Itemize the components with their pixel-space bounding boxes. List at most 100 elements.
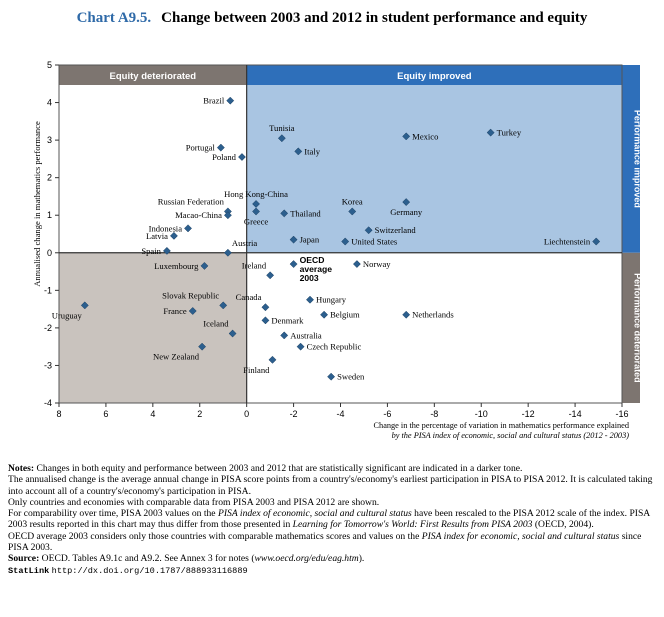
source-line: Source: OECD. Tables A9.1c and A9.2. See… (8, 553, 658, 564)
notes-block: Notes: Changes in both equity and perfor… (8, 463, 658, 577)
point-austria (223, 248, 232, 257)
point-label-slovak-republic: Slovak Republic (162, 290, 219, 300)
point-hungary (306, 295, 314, 304)
x-tick-label: -16 (615, 409, 628, 419)
y-tick-label: 1 (47, 210, 52, 220)
x-tick-label: -8 (430, 409, 438, 419)
performance-improved-label: Performance improved (633, 110, 643, 208)
point-korea (348, 207, 357, 216)
point-label-denmark: Denmark (271, 315, 304, 325)
point-ireland (266, 271, 275, 280)
point-label-liechtenstein: Liechtenstein (544, 237, 591, 247)
point-portugal (216, 143, 225, 152)
notes-4b: PISA index of economic, social and cultu… (217, 508, 412, 520)
point-thailand (280, 209, 289, 218)
point-netherlands (402, 310, 411, 319)
point-label-mexico: Mexico (412, 131, 438, 141)
point-luxembourg (200, 261, 209, 270)
point-macao-china (223, 211, 232, 220)
y-tick-label: 0 (47, 248, 52, 258)
point-label-indonesia: Indonesia (149, 223, 183, 233)
notes-text-1: Changes in both equity and performance b… (34, 463, 523, 474)
performance-deteriorated-label: Performance deteriorated (633, 273, 643, 383)
point-label-hungary: Hungary (316, 295, 347, 305)
y-tick-label: 2 (47, 173, 52, 183)
point-label-poland: Poland (212, 152, 237, 162)
point-belgium (320, 310, 329, 319)
point-label-ireland: Ireland (242, 260, 267, 270)
point-norway (352, 260, 361, 268)
y-tick-label: 5 (47, 60, 52, 70)
point-greece (252, 207, 261, 216)
y-tick-label: -1 (44, 285, 52, 295)
y-axis-label: Annualised change in mathematics perform… (32, 121, 42, 287)
notes-line-2: The annualised change is the average ann… (8, 474, 653, 497)
notes-5b: PISA index for economic, social and cult… (421, 530, 620, 542)
point-united-states (341, 237, 350, 246)
statlink-line: StatLink http://dx.doi.org/10.1787/88893… (8, 565, 658, 577)
point-label-germany: Germany (390, 207, 423, 217)
point-latvia (169, 231, 178, 240)
notes-label: Notes: (8, 463, 35, 474)
point-label-brazil: Brazil (203, 96, 225, 106)
y-tick-label: -4 (44, 398, 52, 408)
point-label-oecd-average-2003-0: OECD (300, 255, 325, 265)
x-tick-label: 8 (56, 409, 61, 419)
y-tick-label: 3 (47, 135, 52, 145)
point-new-zealand (198, 342, 207, 351)
point-poland (238, 153, 246, 161)
notes-5c: since PISA 2003. (8, 530, 642, 554)
point-finland (268, 355, 277, 364)
quadrant-improved-improved (246, 65, 622, 253)
notes-line-4: For comparability over time, PISA 2003 v… (8, 508, 658, 531)
x-tick-label: -4 (336, 409, 344, 419)
side-performance-deteriorated (622, 252, 640, 403)
point-label-oecd-average-2003-1: average (300, 264, 333, 274)
x-tick-label: 2 (197, 409, 202, 419)
point-turkey (486, 128, 495, 137)
point-label-czech-republic: Czech Republic (307, 342, 362, 352)
point-label-spain: Spain (141, 246, 161, 256)
point-denmark (261, 316, 270, 325)
point-slovak-republic (219, 301, 228, 310)
equity-improved-label: Equity improved (397, 71, 472, 82)
x-tick-label: -12 (522, 409, 535, 419)
point-label-united-states: United States (351, 237, 398, 247)
x-tick-label: 6 (103, 409, 108, 419)
point-uruguay (80, 301, 89, 310)
x-tick-label: 4 (150, 409, 155, 419)
point-label-russian-federation: Russian Federation (158, 196, 225, 206)
notes-4a: For comparability over time, PISA 2003 v… (8, 508, 218, 520)
statlink-label: StatLink (8, 565, 50, 576)
point-label-belgium: Belgium (330, 310, 360, 320)
notes-5a: OECD average 2003 considers only those c… (8, 530, 422, 542)
point-tunisia (277, 134, 286, 143)
x-axis-label-line-1: Change in the percentage of variation in… (374, 421, 630, 430)
point-label-canada: Canada (236, 292, 262, 302)
point-label-sweden: Sweden (337, 372, 365, 382)
point-germany (402, 198, 411, 207)
point-italy (294, 147, 303, 156)
notes-4c: have been rescaled to the PISA 2012 scal… (8, 508, 650, 531)
point-iceland (228, 329, 237, 338)
point-label-turkey: Turkey (497, 128, 522, 138)
chart-title-text: Change between 2003 and 2012 in student … (161, 10, 588, 26)
point-label-austria: Austria (232, 238, 257, 248)
point-spain (162, 246, 171, 255)
quadrant-deteriorated-deteriorated (59, 252, 247, 403)
point-label-luxembourg: Luxembourg (154, 261, 199, 271)
equity-deteriorated-label: Equity deteriorated (110, 71, 197, 82)
side-performance-improved (622, 65, 640, 253)
point-oecd-average-2003 (289, 260, 298, 268)
y-tick-label: 4 (47, 98, 52, 108)
statlink-url[interactable]: http://dx.doi.org/10.1787/888933116889 (51, 565, 248, 576)
point-label-uruguay: Uruguay (52, 310, 83, 320)
point-canada (261, 303, 270, 312)
point-brazil (226, 96, 235, 105)
x-axis-label-line-2: by the PISA index of economic, social an… (392, 431, 630, 440)
source-link[interactable]: www.oecd.org/edu/eag.htm (254, 553, 359, 565)
point-label-italy: Italy (304, 146, 320, 156)
point-label-latvia: Latvia (146, 231, 168, 241)
point-label-new-zealand: New Zealand (153, 352, 200, 362)
header-equity-deteriorated (59, 65, 247, 85)
